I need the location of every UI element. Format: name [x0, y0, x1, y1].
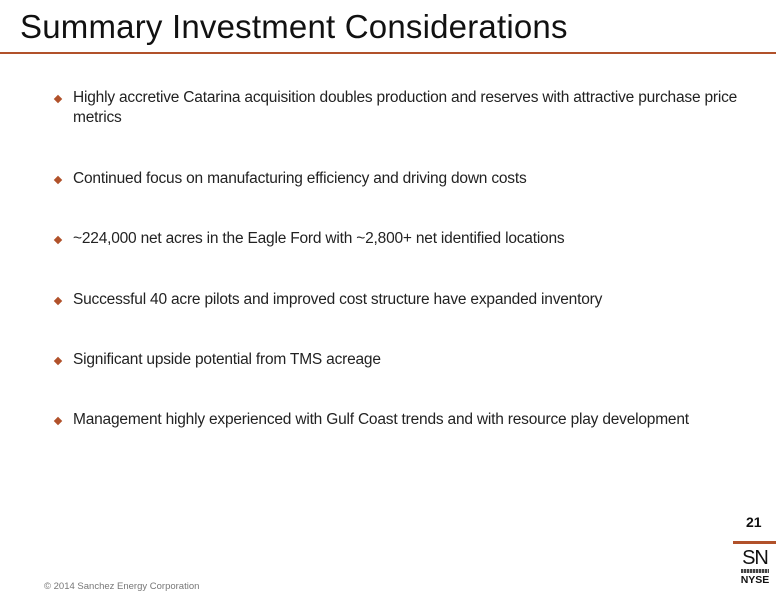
corner-divider [733, 541, 776, 544]
bullet-item: Successful 40 acre pilots and improved c… [53, 290, 744, 310]
bullet-item: Continued focus on manufacturing efficie… [53, 169, 744, 189]
diamond-bullet-icon [53, 356, 63, 366]
copyright-notice: © 2014 Sanchez Energy Corporation [44, 581, 200, 592]
bullet-text: Highly accretive Catarina acquisition do… [73, 89, 738, 126]
logo-exchange: NYSE [740, 574, 770, 586]
bullet-text: ~224,000 net acres in the Eagle Ford wit… [73, 230, 565, 247]
diamond-bullet-icon [53, 416, 63, 426]
bullet-item: Management highly experienced with Gulf … [53, 410, 744, 430]
diamond-bullet-icon [53, 94, 63, 104]
diamond-bullet-icon [53, 235, 63, 245]
nyse-sn-logo: SN NYSE [738, 547, 772, 589]
logo-stripe-icon [741, 569, 769, 573]
bullet-item: Significant upside potential from TMS ac… [53, 350, 744, 370]
diamond-bullet-icon [53, 296, 63, 306]
bullet-text: Management highly experienced with Gulf … [73, 411, 689, 428]
bullet-text: Significant upside potential from TMS ac… [73, 351, 381, 368]
page-number: 21 [746, 514, 762, 530]
bullet-text: Continued focus on manufacturing efficie… [73, 170, 527, 187]
slide-title: Summary Investment Considerations [20, 8, 568, 45]
bullet-item: ~224,000 net acres in the Eagle Ford wit… [53, 229, 744, 249]
title-divider [0, 52, 776, 54]
logo-ticker: SN [742, 547, 769, 569]
bullet-item: Highly accretive Catarina acquisition do… [53, 88, 744, 128]
bullet-text: Successful 40 acre pilots and improved c… [73, 291, 603, 308]
diamond-bullet-icon [53, 175, 63, 185]
